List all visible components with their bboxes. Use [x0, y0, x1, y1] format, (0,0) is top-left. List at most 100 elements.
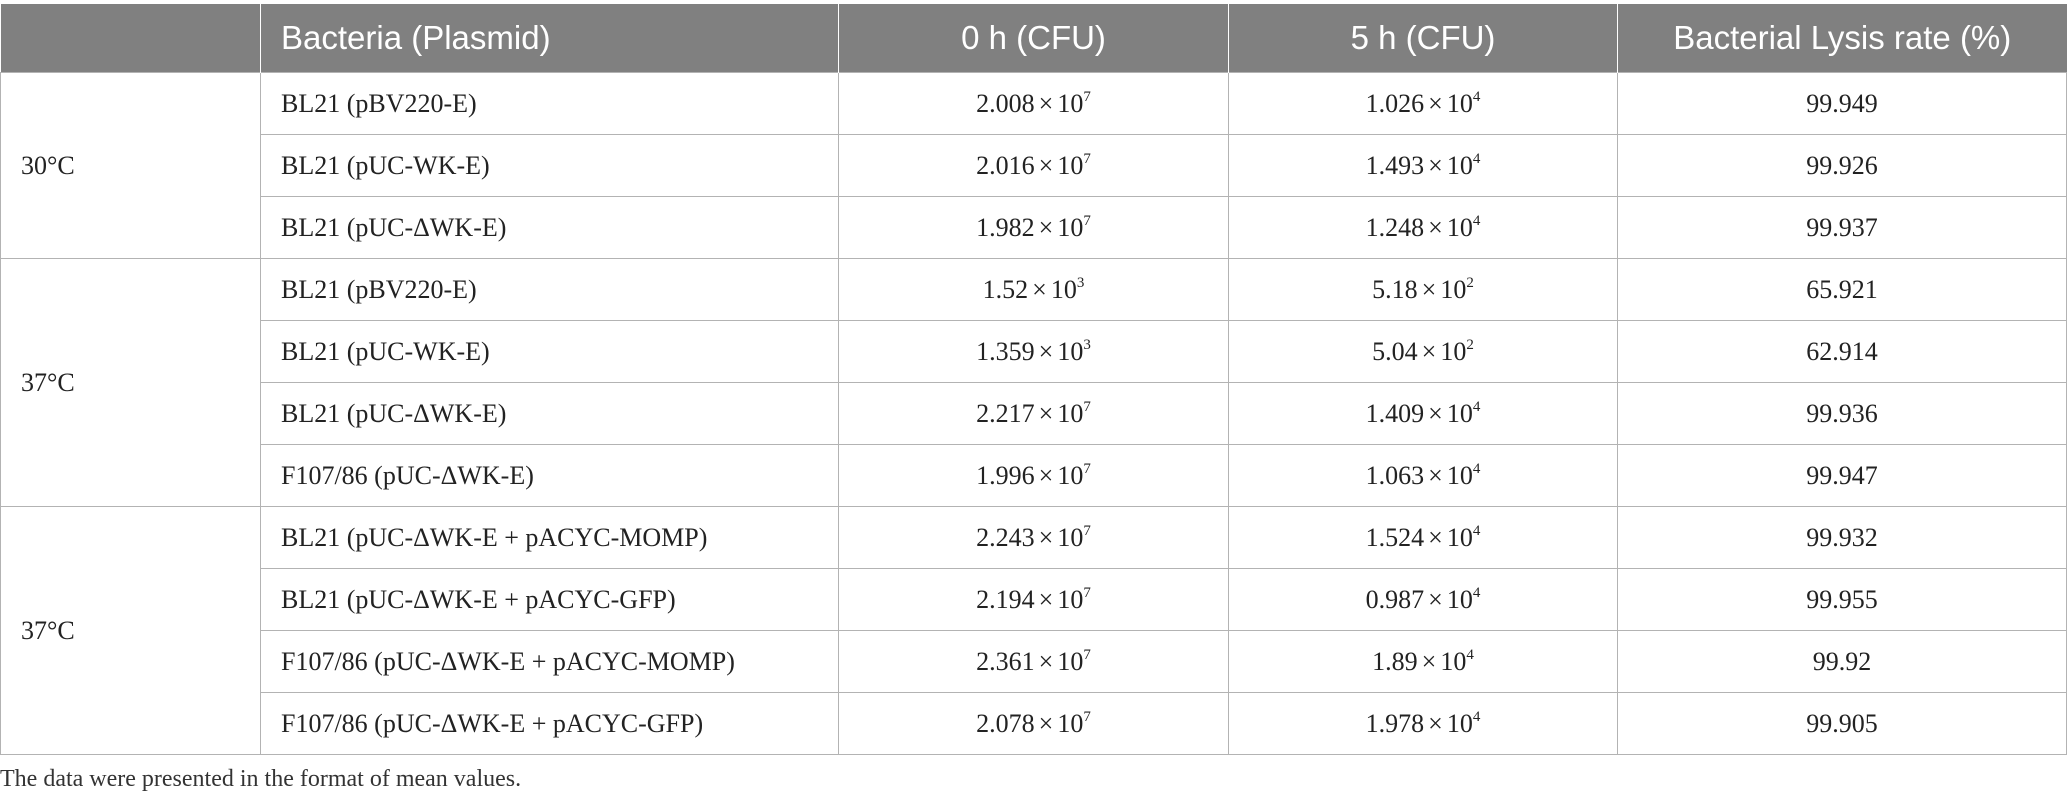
table-row: F107/86 (pUC-ΔWK-E) 1.996 × 107 1.063 × 104 99.…: [1, 444, 2067, 507]
data-table: Bacteria (Plasmid) 0 h (CFU) 5 h (CFU) B…: [0, 4, 2067, 755]
exponent: 7: [1083, 88, 1091, 105]
cfu-0h-cell: 2.016 × 107: [838, 134, 1229, 197]
table-row: BL21 (pUC-ΔWK-E) 2.217 × 107 1.409 × 104 99.936: [1, 382, 2067, 445]
times-sign: ×: [1038, 150, 1054, 180]
lysis-rate-cell: 99.926: [1617, 134, 2067, 197]
cfu-5h-cell: 0.987 × 104: [1228, 568, 1618, 631]
base: 10: [1057, 398, 1084, 428]
times-sign: ×: [1032, 274, 1047, 304]
cfu-0h-cell: 2.243 × 107: [838, 506, 1229, 569]
base: 10: [1057, 212, 1084, 242]
exponent: 7: [1083, 212, 1091, 229]
base: 10: [1057, 460, 1084, 490]
header-cell-lysis: Bacterial Lysis rate (%): [1617, 4, 2067, 73]
base: 10: [1057, 150, 1084, 180]
mantissa: 1.982: [976, 212, 1035, 242]
exponent: 4: [1472, 584, 1481, 601]
temperature-cell: 37°C: [0, 258, 261, 507]
mantissa: 1.359: [976, 336, 1035, 366]
cfu-5h-cell: 1.409 × 104: [1228, 382, 1618, 445]
mantissa: 1.409: [1365, 398, 1425, 428]
exponent: 4: [1466, 646, 1474, 663]
cfu-5h-cell: 1.89 × 104: [1228, 630, 1618, 693]
exponent: 7: [1083, 708, 1091, 725]
header-cell-group: [0, 4, 261, 73]
cfu-0h-cell: 2.008 × 107: [838, 72, 1229, 135]
exponent: 7: [1083, 522, 1091, 539]
times-sign: ×: [1421, 336, 1437, 366]
header-cell-5h: 5 h (CFU): [1228, 4, 1618, 73]
base: 10: [1057, 584, 1084, 614]
times-sign: ×: [1428, 398, 1443, 428]
base: 10: [1446, 212, 1473, 242]
mantissa: 0.987: [1365, 584, 1425, 614]
mantissa: 1.248: [1365, 212, 1425, 242]
cfu-5h-cell: 5.04 × 102: [1228, 320, 1618, 383]
times-sign: ×: [1038, 398, 1054, 428]
exponent: 2: [1466, 336, 1474, 353]
exponent: 7: [1083, 150, 1091, 167]
exponent: 7: [1083, 584, 1091, 601]
cfu-5h-cell: 1.026 × 104: [1228, 72, 1618, 135]
base: 10: [1050, 274, 1077, 304]
mantissa: 1.89: [1372, 646, 1418, 676]
bacteria-cell: BL21 (pBV220-E): [260, 258, 839, 321]
lysis-rate-cell: 99.905: [1617, 692, 2067, 755]
mantissa: 2.008: [976, 88, 1035, 118]
times-sign: ×: [1038, 522, 1054, 552]
exponent: 4: [1472, 150, 1481, 167]
exponent: 4: [1472, 398, 1481, 415]
times-sign: ×: [1038, 88, 1054, 118]
base: 10: [1057, 708, 1084, 738]
mantissa: 1.063: [1365, 460, 1425, 490]
mantissa: 1.52: [982, 274, 1029, 304]
lysis-rate-cell: 99.937: [1617, 196, 2067, 259]
mantissa: 1.524: [1365, 522, 1425, 552]
table-row: BL21 (pUC-ΔWK-E + pACYC-GFP) 2.194 × 107 0.9…: [1, 568, 2067, 631]
base: 10: [1440, 274, 1467, 304]
times-sign: ×: [1428, 708, 1443, 738]
times-sign: ×: [1038, 460, 1054, 490]
cfu-5h-cell: 1.493 × 104: [1228, 134, 1618, 197]
times-sign: ×: [1421, 646, 1437, 676]
base: 10: [1446, 522, 1473, 552]
table-row: F107/86 (pUC-ΔWK-E + pACYC-GFP) 2.078 × 107…: [1, 692, 2067, 755]
times-sign: ×: [1428, 584, 1443, 614]
cfu-5h-cell: 1.978 × 104: [1228, 692, 1618, 755]
mantissa: 5.04: [1372, 336, 1418, 366]
base: 10: [1057, 336, 1084, 366]
table-container: Bacteria (Plasmid) 0 h (CFU) 5 h (CFU) B…: [0, 4, 2067, 755]
table-row: 30°C BL21 (pBV220-E) 2.008 × 107 1.026 × 104 99.…: [0, 72, 2067, 259]
cfu-0h-cell: 1.996 × 107: [838, 444, 1229, 507]
mantissa: 2.217: [976, 398, 1035, 428]
base: 10: [1446, 150, 1473, 180]
cfu-0h-cell: 1.52 × 103: [838, 258, 1229, 321]
cfu-5h-cell: 1.524 × 104: [1228, 506, 1618, 569]
times-sign: ×: [1428, 522, 1443, 552]
cfu-0h-cell: 2.217 × 107: [838, 382, 1229, 445]
times-sign: ×: [1428, 212, 1443, 242]
exponent: 7: [1083, 398, 1091, 415]
table-body: 30°C BL21 (pBV220-E) 2.008 × 107 1.026 × 104 99.…: [0, 72, 2067, 755]
bacteria-cell: F107/86 (pUC-ΔWK-E): [260, 444, 839, 507]
base: 10: [1446, 88, 1473, 118]
cfu-0h-cell: 2.194 × 107: [838, 568, 1229, 631]
times-sign: ×: [1038, 584, 1054, 614]
times-sign: ×: [1421, 274, 1437, 304]
base: 10: [1057, 522, 1084, 552]
base: 10: [1446, 584, 1473, 614]
exponent: 7: [1083, 460, 1091, 477]
exponent: 4: [1472, 522, 1481, 539]
exponent: 4: [1472, 708, 1481, 725]
footnote: The data were presented in the format of…: [0, 766, 522, 792]
lysis-rate-cell: 99.947: [1617, 444, 2067, 507]
base: 10: [1057, 88, 1084, 118]
bacteria-cell: BL21 (pUC-WK-E): [260, 134, 839, 197]
exponent: 4: [1472, 88, 1481, 105]
cfu-0h-cell: 2.078 × 107: [838, 692, 1229, 755]
lysis-rate-cell: 62.914: [1617, 320, 2067, 383]
times-sign: ×: [1428, 460, 1443, 490]
cfu-5h-cell: 5.18 × 102: [1228, 258, 1618, 321]
table-row: F107/86 (pUC-ΔWK-E + pACYC-MOMP) 2.361 × 10…: [1, 630, 2067, 693]
times-sign: ×: [1428, 150, 1443, 180]
